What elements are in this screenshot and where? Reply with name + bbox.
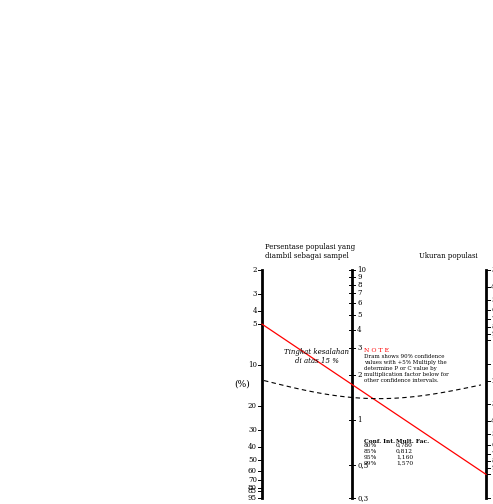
- Text: 70: 70: [491, 316, 493, 324]
- Text: 3: 3: [357, 344, 361, 352]
- Text: 0,812: 0,812: [396, 449, 413, 454]
- Text: 85%: 85%: [364, 449, 377, 454]
- Text: 30: 30: [248, 426, 257, 434]
- Text: 60: 60: [248, 467, 257, 475]
- Text: 70: 70: [248, 476, 257, 484]
- Text: 0,5: 0,5: [357, 461, 368, 469]
- Text: 50: 50: [491, 296, 493, 304]
- Text: 10: 10: [248, 361, 257, 369]
- Text: 600: 600: [491, 440, 493, 449]
- Text: 40: 40: [491, 283, 493, 291]
- Text: 95: 95: [248, 494, 257, 502]
- Text: N O T E: N O T E: [364, 348, 389, 353]
- Text: 400: 400: [491, 417, 493, 425]
- Text: 60: 60: [491, 306, 493, 314]
- Text: 1000: 1000: [491, 470, 493, 478]
- Text: Tingkat kesalahan
di atas 15 %: Tingkat kesalahan di atas 15 %: [284, 348, 350, 365]
- Text: 10: 10: [357, 266, 366, 274]
- Text: 1,160: 1,160: [396, 455, 413, 460]
- Text: Mult. Fac.: Mult. Fac.: [396, 439, 429, 444]
- Text: values with +5% Multiply the: values with +5% Multiply the: [364, 360, 447, 365]
- Text: Dram shows 90% confidence: Dram shows 90% confidence: [364, 354, 445, 359]
- Text: 2: 2: [357, 370, 361, 379]
- Text: 800: 800: [491, 457, 493, 465]
- Text: 99%: 99%: [364, 461, 377, 466]
- Text: 4: 4: [252, 307, 257, 315]
- Text: 150: 150: [491, 360, 493, 368]
- Text: multiplication factor below for: multiplication factor below for: [364, 372, 449, 377]
- Text: 80: 80: [248, 484, 257, 492]
- Text: 8: 8: [357, 281, 361, 288]
- Text: other confidence intervals.: other confidence intervals.: [364, 379, 439, 383]
- Text: 1: 1: [357, 416, 361, 424]
- Text: 6: 6: [357, 299, 361, 307]
- Text: 20: 20: [248, 402, 257, 410]
- Text: Persentase populasi yang
diambil sebagai sampel: Persentase populasi yang diambil sebagai…: [265, 243, 355, 260]
- Text: 2: 2: [252, 266, 257, 274]
- Text: (%): (%): [234, 380, 250, 389]
- Text: 0,3: 0,3: [357, 494, 368, 502]
- Text: 500: 500: [491, 430, 493, 438]
- Text: 80: 80: [491, 323, 493, 331]
- Text: 9: 9: [357, 273, 361, 281]
- Text: 4: 4: [357, 326, 361, 334]
- Text: 3: 3: [252, 290, 257, 298]
- Text: 100: 100: [491, 336, 493, 344]
- Text: 700: 700: [491, 450, 493, 458]
- Text: 200: 200: [491, 376, 493, 385]
- Text: 95%: 95%: [364, 455, 377, 460]
- Text: determine P or C value by: determine P or C value by: [364, 366, 437, 371]
- Text: 80%: 80%: [364, 443, 377, 448]
- Text: 900: 900: [491, 464, 493, 472]
- Text: 85: 85: [248, 487, 257, 495]
- Text: 90: 90: [491, 330, 493, 338]
- Text: 50: 50: [248, 456, 257, 464]
- Text: Conf. Int.: Conf. Int.: [364, 439, 395, 444]
- Text: 300: 300: [491, 400, 493, 408]
- Text: 0,780: 0,780: [396, 443, 413, 448]
- Text: Ukuran populasi: Ukuran populasi: [419, 252, 478, 260]
- Text: 5: 5: [357, 311, 361, 319]
- Text: 7: 7: [357, 289, 361, 297]
- Text: 30: 30: [491, 266, 493, 274]
- Text: 1,570: 1,570: [396, 461, 413, 466]
- Text: 5: 5: [252, 320, 257, 328]
- Text: 1500: 1500: [491, 494, 493, 502]
- Text: 40: 40: [248, 443, 257, 451]
